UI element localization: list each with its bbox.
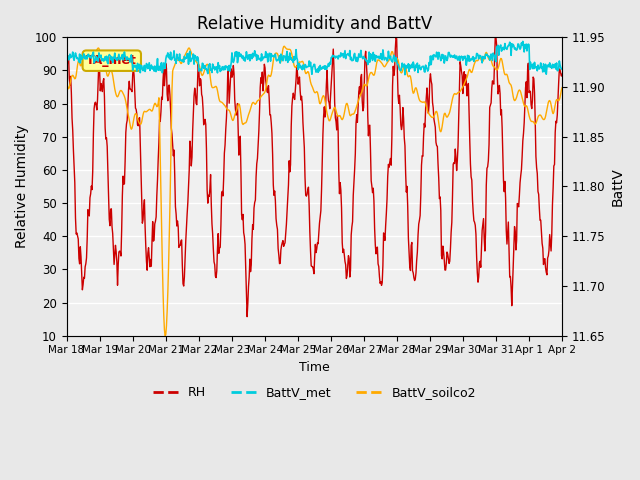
Text: TA_met: TA_met — [86, 54, 137, 67]
Legend: RH, BattV_met, BattV_soilco2: RH, BattV_met, BattV_soilco2 — [148, 381, 481, 404]
Title: Relative Humidity and BattV: Relative Humidity and BattV — [196, 15, 432, 33]
Y-axis label: BattV: BattV — [611, 167, 625, 206]
X-axis label: Time: Time — [299, 361, 330, 374]
Y-axis label: Relative Humidity: Relative Humidity — [15, 125, 29, 248]
